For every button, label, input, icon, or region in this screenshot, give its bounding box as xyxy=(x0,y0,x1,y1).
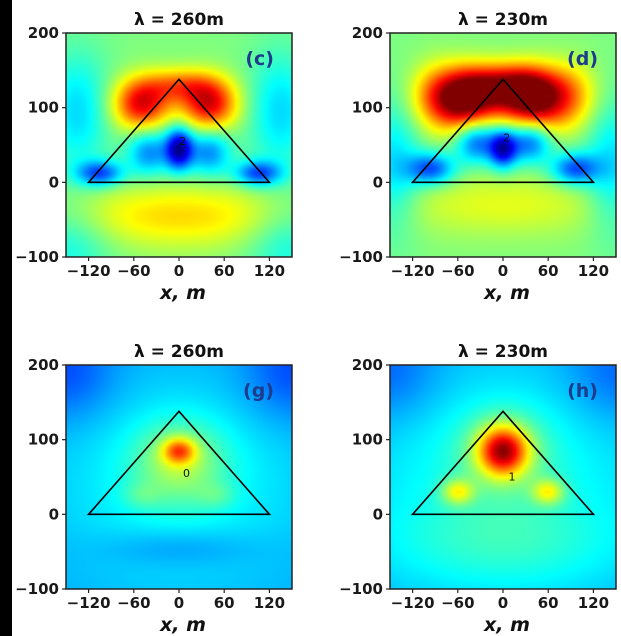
x-tick-label: 120 xyxy=(254,262,285,280)
y-tick-label: −100 xyxy=(15,580,59,598)
y-tick-label: 0 xyxy=(373,173,383,191)
x-axis-label: x, m xyxy=(483,614,530,636)
heatmap-image xyxy=(390,33,616,257)
heatmap-image xyxy=(390,365,616,589)
x-axis-label: x, m xyxy=(483,282,530,304)
y-tick-label: 200 xyxy=(352,24,383,42)
panel-3: 0 (g) λ = 260m −120 −60 0 60 120 −100 0 100 200 x, m xyxy=(15,342,293,636)
x-tick-label: 60 xyxy=(538,594,559,612)
heatmap-image xyxy=(66,365,292,589)
x-tick-label: 0 xyxy=(498,594,508,612)
x-tick-label: 120 xyxy=(578,262,609,280)
triangle-outline xyxy=(410,78,596,184)
triangle-outline xyxy=(86,410,272,516)
y-tick-label: −100 xyxy=(339,248,383,266)
inner-label: 2 xyxy=(179,135,186,148)
x-tick-label: 0 xyxy=(498,262,508,280)
x-tick-label: −60 xyxy=(441,594,474,612)
y-tick-label: 200 xyxy=(352,356,383,374)
y-tick-label: 100 xyxy=(352,99,383,117)
panel-4: 1 (h) λ = 230m −120 −60 0 60 120 −100 0 100 200 x, m xyxy=(339,342,617,636)
y-tick-label: −100 xyxy=(339,580,383,598)
y-tick-label: 100 xyxy=(28,431,59,449)
triangle-outline xyxy=(86,78,272,184)
left-border-strip xyxy=(0,0,12,636)
panel-title: λ = 260m xyxy=(134,342,224,362)
panel-label: (d) xyxy=(567,48,598,70)
x-tick-label: 60 xyxy=(538,262,559,280)
inner-label: 1 xyxy=(509,471,516,484)
x-tick-label: −120 xyxy=(67,262,111,280)
panel-label: (c) xyxy=(245,48,274,70)
x-axis-label: x, m xyxy=(159,614,206,636)
y-tick-label: 200 xyxy=(28,24,59,42)
x-tick-label: 0 xyxy=(174,594,184,612)
heatmap-image xyxy=(66,33,292,257)
panel-title: λ = 230m xyxy=(458,10,548,30)
inner-label: 2 xyxy=(503,131,510,144)
x-tick-label: −120 xyxy=(391,594,435,612)
y-tick-label: 100 xyxy=(28,99,59,117)
x-tick-label: 120 xyxy=(254,594,285,612)
panel-1: 2 (c) λ = 260m −120 −60 0 60 120 −100 0 100 200 x, m xyxy=(15,10,293,304)
y-tick-label: −100 xyxy=(15,248,59,266)
x-tick-label: 60 xyxy=(214,262,235,280)
panel-2: 2 (d) λ = 230m −120 −60 0 60 120 −100 0 100 200 x, m xyxy=(339,10,617,304)
x-tick-label: 0 xyxy=(174,262,184,280)
triangle-outline xyxy=(410,410,596,516)
y-tick-label: 200 xyxy=(28,356,59,374)
panel-label: (g) xyxy=(243,380,274,402)
panel-title: λ = 260m xyxy=(134,10,224,30)
x-axis-label: x, m xyxy=(159,282,206,304)
x-tick-label: −60 xyxy=(441,262,474,280)
x-tick-label: −60 xyxy=(117,262,150,280)
panel-label: (h) xyxy=(567,380,598,402)
y-tick-label: 0 xyxy=(49,173,59,191)
x-tick-label: 120 xyxy=(578,594,609,612)
x-tick-label: −60 xyxy=(117,594,150,612)
y-tick-label: 0 xyxy=(49,505,59,523)
x-tick-label: 60 xyxy=(214,594,235,612)
inner-label: 0 xyxy=(183,467,190,480)
y-tick-label: 0 xyxy=(373,505,383,523)
x-tick-label: −120 xyxy=(67,594,111,612)
y-tick-label: 100 xyxy=(352,431,383,449)
panel-title: λ = 230m xyxy=(458,342,548,362)
x-tick-label: −120 xyxy=(391,262,435,280)
